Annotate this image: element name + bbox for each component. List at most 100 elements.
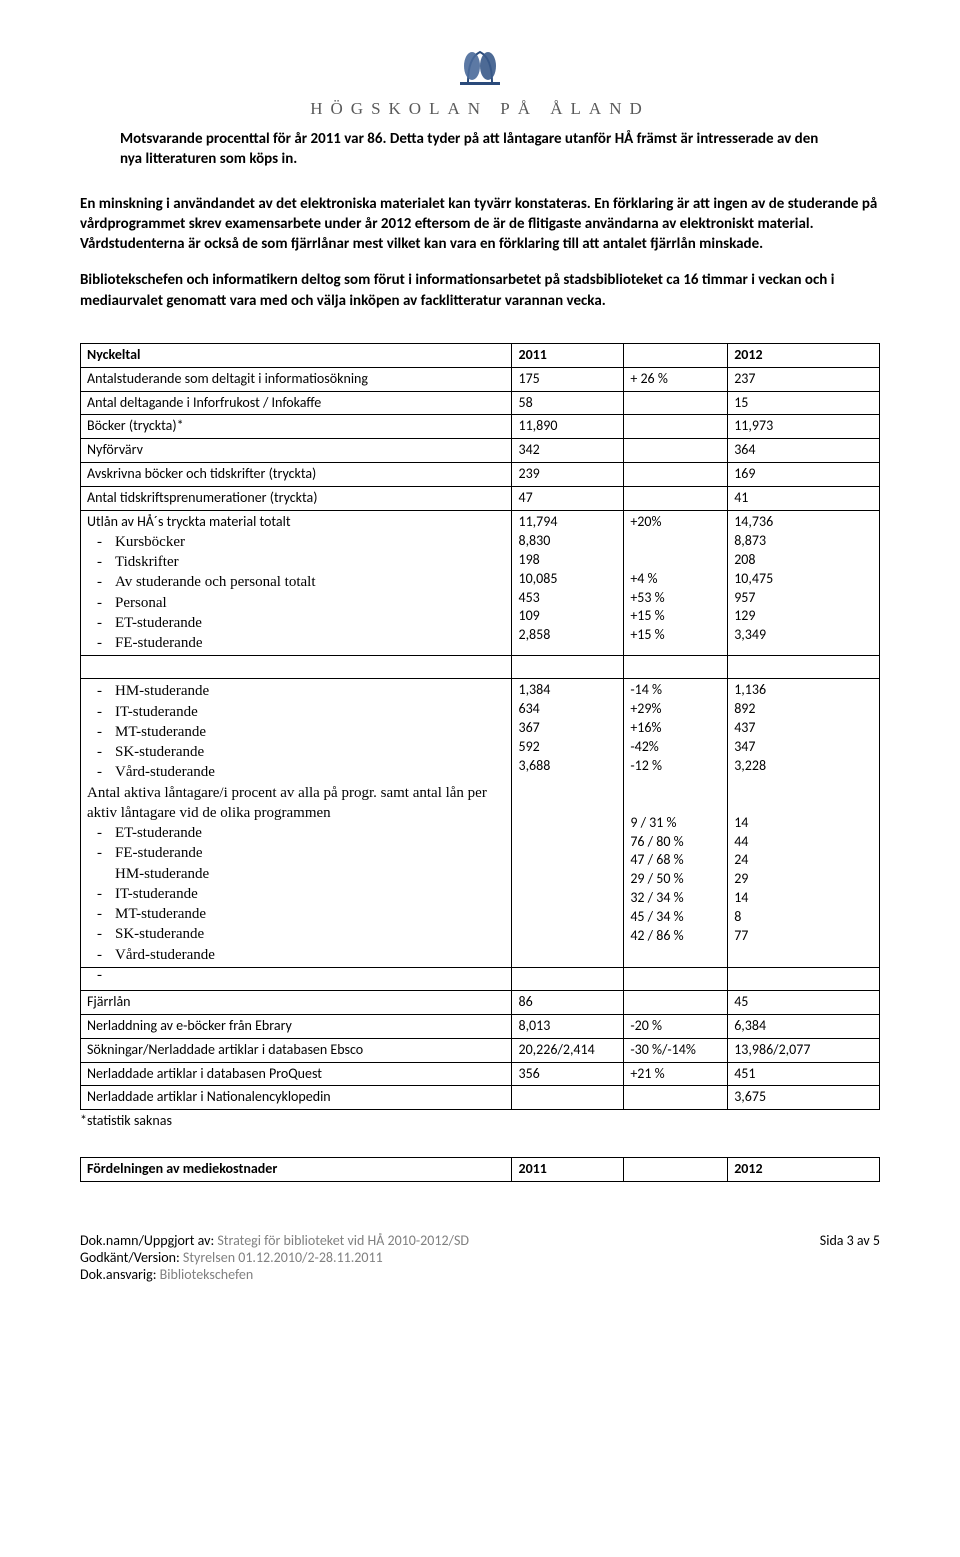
table-cell: 237 — [728, 367, 880, 391]
footer-value: Styrelsen 01.12.2010/2-28.11.2011 — [183, 1249, 383, 1266]
footer-label: Godkänt/Version: — [80, 1249, 180, 1266]
table-cell: + 26 % — [624, 367, 728, 391]
table-cell: Antal deltagande i Inforfrukost / Infoka… — [81, 391, 512, 415]
table-cell — [624, 990, 728, 1014]
cell-pct: +20% +4 % +53 % +15 % +15 % — [624, 510, 728, 655]
block2-sublist-1: HM-studerandeIT-studerandeMT-studerandeS… — [87, 681, 505, 782]
table-cell: 45 — [728, 990, 880, 1014]
table-cell: 364 — [728, 439, 880, 463]
table-row: Sökningar/Nerladdade artiklar i database… — [81, 1038, 880, 1062]
header-cell: 2012 — [728, 343, 880, 367]
utlan-title: Utlån av HÅ´s tryckta material totalt — [87, 513, 291, 530]
table-cell: 13,986/2,077 — [728, 1038, 880, 1062]
table-cell: 239 — [512, 463, 624, 487]
table-cell: 356 — [512, 1062, 624, 1086]
table-cell: 451 — [728, 1062, 880, 1086]
spacer-row — [81, 656, 880, 679]
cell-label: HM-studerandeIT-studerandeMT-studerandeS… — [81, 679, 512, 968]
header-cell: Fördelningen av mediekostnader — [81, 1158, 512, 1182]
table-cell: -20 % — [624, 1014, 728, 1038]
table-cell: Sökningar/Nerladdade artiklar i database… — [81, 1038, 512, 1062]
table-row: Avskrivna böcker och tidskrifter (tryckt… — [81, 463, 880, 487]
table-row: Nerladdade artiklar i Nationalencykloped… — [81, 1086, 880, 1110]
table-cell: 8,013 — [512, 1014, 624, 1038]
list-item: Vård-studerande — [115, 762, 505, 782]
cell-2012: 14,736 8,873 208 10,475 957 129 3,349 — [728, 510, 880, 655]
list-item: Tidskrifter — [115, 552, 505, 572]
table-cell: Antalstuderande som deltagit i informati… — [81, 367, 512, 391]
block2-plain: HM-studerande — [87, 864, 505, 884]
header-cell: 2012 — [728, 1158, 880, 1182]
table-header-row: Fördelningen av mediekostnader 2011 2012 — [81, 1158, 880, 1182]
list-item: SK-studerande — [115, 742, 505, 762]
list-item: ET-studerande — [115, 613, 505, 633]
footer-value: Strategi för biblioteket vid HÅ 2010-201… — [217, 1232, 469, 1249]
body-paragraph-2: Bibliotekschefen och informatikern delto… — [80, 270, 880, 311]
table-cell: 3,675 — [728, 1086, 880, 1110]
table-cell: 175 — [512, 367, 624, 391]
table-row: Nyförvärv342364 — [81, 439, 880, 463]
intro-paragraph: Motsvarande procenttal för år 2011 var 8… — [120, 129, 840, 170]
table-cell: Avskrivna böcker och tidskrifter (tryckt… — [81, 463, 512, 487]
list-item: IT-studerande — [115, 702, 505, 722]
list-item: Vård-studerande — [115, 945, 505, 965]
list-item: Kursböcker — [115, 532, 505, 552]
logo-wordmark: HÖGSKOLAN PÅ ÅLAND — [80, 99, 880, 119]
table-row: Nerladdning av e-böcker från Ebrary8,013… — [81, 1014, 880, 1038]
table-cell: Antal tidskriftsprenumerationer (tryckta… — [81, 487, 512, 511]
list-item: MT-studerande — [115, 904, 505, 924]
list-item: MT-studerande — [115, 722, 505, 742]
table-cell — [624, 1086, 728, 1110]
table-cell: 11,890 — [512, 415, 624, 439]
table-cell: -30 %/-14% — [624, 1038, 728, 1062]
table-row: Antal deltagande i Inforfrukost / Infoka… — [81, 391, 880, 415]
table-cell: 47 — [512, 487, 624, 511]
cell-2011: 1,384 634 367 592 3,688 — [512, 679, 624, 968]
table-cell — [624, 487, 728, 511]
spacer-row — [81, 967, 880, 990]
header-cell — [624, 1158, 728, 1182]
header-cell — [624, 343, 728, 367]
table-cell: 11,973 — [728, 415, 880, 439]
table-cell: +21 % — [624, 1062, 728, 1086]
table-row-utlan: Utlån av HÅ´s tryckta material totalt Ku… — [81, 510, 880, 655]
block2-sublist-2: ET-studerandeFE-studerande — [87, 823, 505, 864]
footer-label: Dok.namn/Uppgjort av: — [80, 1232, 214, 1249]
list-item: Av studerande och personal totalt — [115, 572, 505, 592]
table-cell — [624, 463, 728, 487]
table-footnote: *statistik saknas — [80, 1112, 880, 1129]
header-cell: Nyckeltal — [81, 343, 512, 367]
list-item: IT-studerande — [115, 884, 505, 904]
nyckeltal-table: Nyckeltal 2011 2012 Antalstuderande som … — [80, 343, 880, 1111]
block2-sublist-3: IT-studerandeMT-studerandeSK-studerandeV… — [87, 884, 505, 965]
cell-label: Utlån av HÅ´s tryckta material totalt Ku… — [81, 510, 512, 655]
utlan-sublist: KursböckerTidskrifterAv studerande och p… — [87, 532, 505, 654]
cell-pct: -14 % +29% +16% -42% -12 % 9 / 31 % 76 /… — [624, 679, 728, 968]
list-item: ET-studerande — [115, 823, 505, 843]
table-row: Antalstuderande som deltagit i informati… — [81, 367, 880, 391]
table-cell — [624, 415, 728, 439]
table-cell — [624, 391, 728, 415]
mediekostnader-table: Fördelningen av mediekostnader 2011 2012 — [80, 1157, 880, 1182]
list-item: FE-studerande — [115, 843, 505, 863]
table-cell: 41 — [728, 487, 880, 511]
footer-page-number: Sida 3 av 5 — [820, 1232, 880, 1283]
page-footer: Dok.namn/Uppgjort av: Strategi för bibli… — [80, 1232, 880, 1283]
footer-left: Dok.namn/Uppgjort av: Strategi för bibli… — [80, 1232, 469, 1283]
table-cell: 15 — [728, 391, 880, 415]
table-row: Böcker (tryckta)*11,890 11,973 — [81, 415, 880, 439]
table-header-row: Nyckeltal 2011 2012 — [81, 343, 880, 367]
list-item: Personal — [115, 593, 505, 613]
table-row: Fjärrlån8645 — [81, 990, 880, 1014]
table-row-block2: HM-studerandeIT-studerandeMT-studerandeS… — [81, 679, 880, 968]
table-cell: Böcker (tryckta)* — [81, 415, 512, 439]
list-item: FE-studerande — [115, 633, 505, 653]
cell-2012: 1,136 892 437 347 3,228 14 44 24 29 14 8… — [728, 679, 880, 968]
list-item: SK-studerande — [115, 924, 505, 944]
table-cell: Nyförvärv — [81, 439, 512, 463]
header-logo: HÖGSKOLAN PÅ ÅLAND — [80, 40, 880, 119]
table-cell — [624, 439, 728, 463]
table-cell: 86 — [512, 990, 624, 1014]
table-cell: Nerladdade artiklar i Nationalencykloped… — [81, 1086, 512, 1110]
table-row: Antal tidskriftsprenumerationer (tryckta… — [81, 487, 880, 511]
